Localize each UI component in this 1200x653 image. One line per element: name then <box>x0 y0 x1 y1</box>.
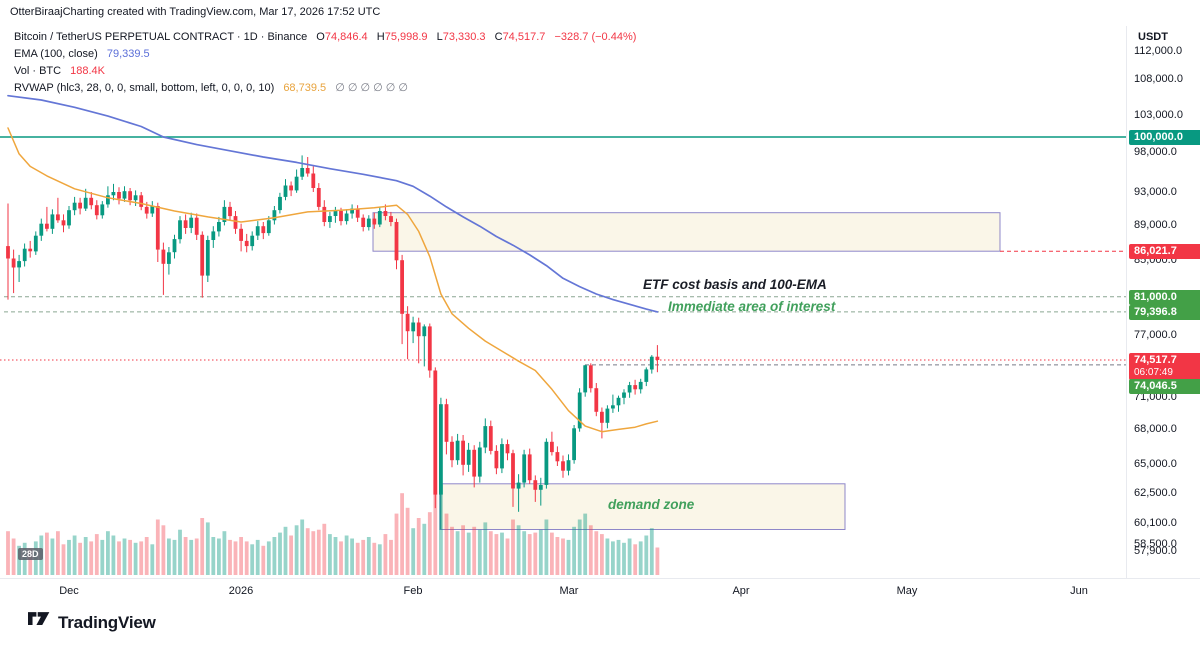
attribution-text: OtterBiraajCharting created with Trading… <box>10 6 381 18</box>
ema-legend-row[interactable]: EMA (100, close) 79,339.5 <box>14 48 150 60</box>
price-tick: 57,900.0 <box>1134 545 1177 557</box>
rvwap-anchor-badge: 28D <box>18 548 43 560</box>
change-value: −328.7 (−0.44%) <box>554 31 637 43</box>
price-badge: 81,000.0 <box>1129 290 1200 305</box>
ema-value: 79,339.5 <box>106 48 150 60</box>
price-tick: 103,000.0 <box>1134 109 1183 121</box>
time-label: May <box>896 585 918 597</box>
ema-line <box>7 94 659 313</box>
horizontal-level-lines[interactable] <box>0 136 1126 366</box>
axis-currency-label: USDT <box>1138 31 1168 43</box>
supply-zone <box>372 212 1001 252</box>
price-badge: 74,517.7 06:07:49 <box>1129 353 1200 380</box>
price-badge: 74,046.5 <box>1129 379 1200 394</box>
time-label: Mar <box>559 585 579 597</box>
volume-legend-row[interactable]: Vol · BTC 188.4K <box>14 65 106 77</box>
price-badge: 100,000.0 <box>1129 130 1200 145</box>
price-badge: 86,021.7 <box>1129 244 1200 259</box>
close-value: 74,517.7 <box>502 31 546 43</box>
rvwap-value: 68,739.5 <box>283 82 327 94</box>
candles-layer <box>6 155 660 530</box>
time-label: Apr <box>732 585 750 597</box>
low-value: 73,330.3 <box>442 31 486 43</box>
price-tick: 60,100.0 <box>1134 517 1177 529</box>
rvwap-legend-row[interactable]: RVWAP (hlc3, 28, 0, 0, small, bottom, le… <box>14 82 408 94</box>
time-label: Jun <box>1070 585 1088 597</box>
price-tick: 68,000.0 <box>1134 423 1177 435</box>
price-tick: 98,000.0 <box>1134 146 1177 158</box>
rvwap-empty-values: ∅ ∅ ∅ ∅ ∅ ∅ <box>335 82 408 94</box>
time-label: Dec <box>59 585 79 597</box>
price-badge: 79,396.8 <box>1129 305 1200 320</box>
bar-countdown: 06:07:49 <box>1134 367 1173 378</box>
volume-value: 188.4K <box>70 65 106 77</box>
tradingview-logo-text: TradingView <box>58 613 156 632</box>
price-tick: 93,000.0 <box>1134 186 1177 198</box>
price-tick: 77,000.0 <box>1134 329 1177 341</box>
demand-zone <box>439 483 846 530</box>
indicator-legend: Bitcoin / TetherUS PERPETUAL CONTRACT · … <box>14 30 636 98</box>
chart-text-annotation[interactable]: ETF cost basis and 100-EMA <box>643 277 827 292</box>
time-label: Feb <box>403 585 423 597</box>
time-label: 2026 <box>228 585 254 597</box>
price-tick: 62,500.0 <box>1134 487 1177 499</box>
zone-boxes[interactable] <box>372 212 1001 530</box>
price-axis[interactable]: 112,000.0 108,000.0 103,000.0 98,000.0 93,00… <box>1126 26 1200 578</box>
price-tick: 71,000.0 <box>1134 391 1177 403</box>
price-tick: 65,000.0 <box>1134 458 1177 470</box>
price-tick: 108,000.0 <box>1134 73 1183 85</box>
price-tick: 58,500.0 <box>1134 538 1177 550</box>
volume-bars <box>6 480 660 575</box>
high-value: 75,998.9 <box>384 31 428 43</box>
rvwap-line <box>7 127 659 433</box>
price-tick: 89,000.0 <box>1134 219 1177 231</box>
chart-text-annotation[interactable]: Immediate area of interest <box>668 299 836 314</box>
price-tick: 112,000.0 <box>1134 45 1183 57</box>
open-value: 74,846.4 <box>324 31 368 43</box>
time-axis[interactable]: Dec 2026 Feb Mar Apr May Jun <box>0 578 1200 603</box>
symbol-title[interactable]: Bitcoin / TetherUS PERPETUAL CONTRACT · … <box>14 31 308 43</box>
symbol-legend-row[interactable]: Bitcoin / TetherUS PERPETUAL CONTRACT · … <box>14 31 637 43</box>
tradingview-branding[interactable]: TradingView <box>28 612 156 634</box>
chart-text-annotation[interactable]: demand zone <box>608 497 695 512</box>
tradingview-logo-icon <box>28 612 50 634</box>
